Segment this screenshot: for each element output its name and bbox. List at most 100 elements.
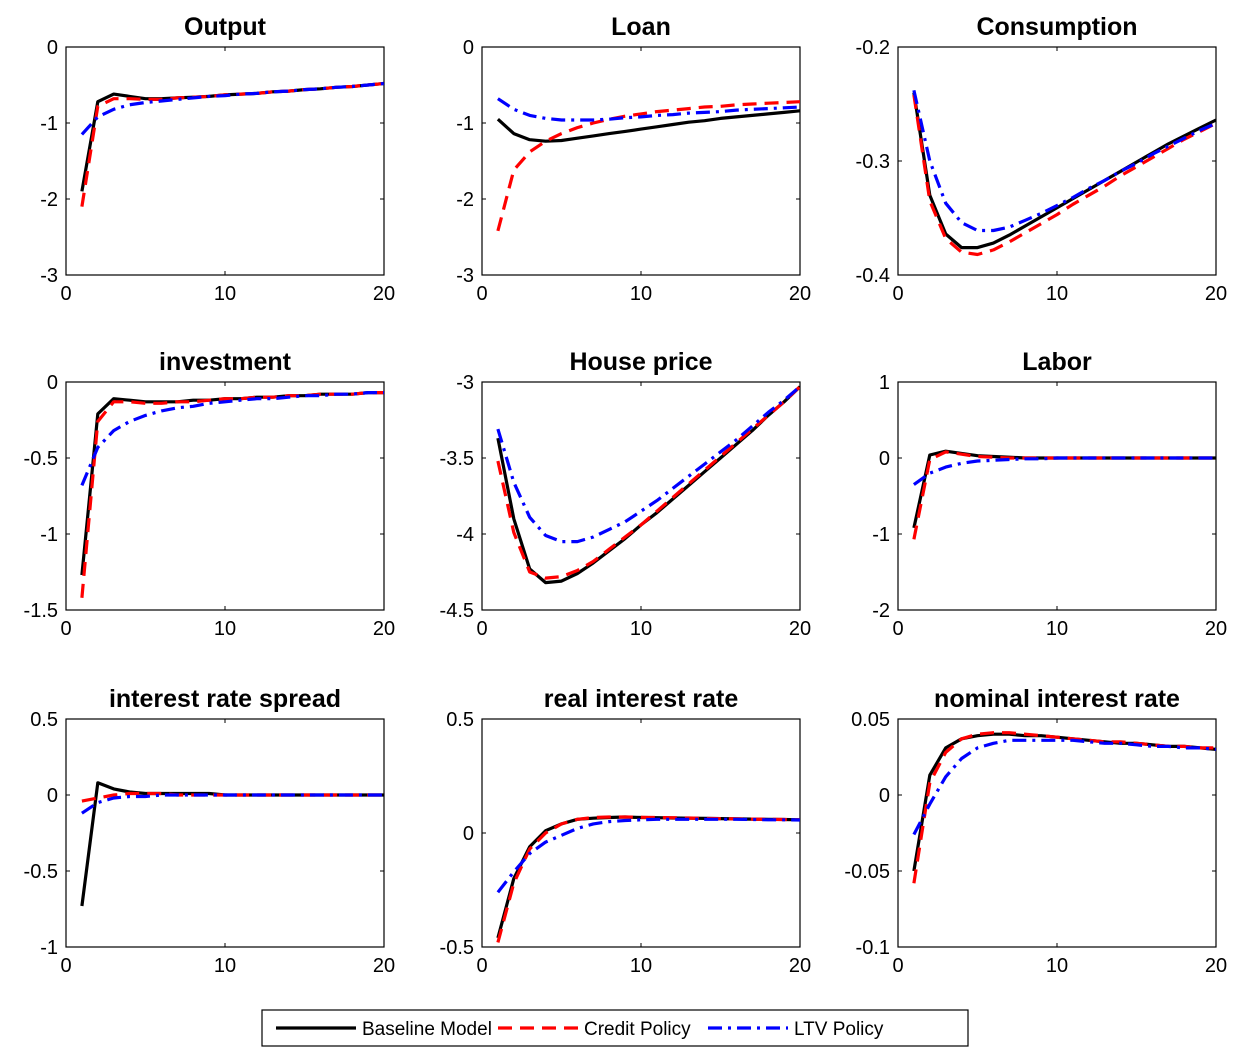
panel-loan: Loan 0 10 20 0 -1 -2 -3 (456, 13, 811, 305)
x-tick-label: 20 (1205, 283, 1227, 305)
y-tick-label: -4.5 (440, 600, 474, 622)
x-tick-label: 0 (892, 618, 903, 640)
series-line-ltv-policy (497, 97, 800, 122)
legend-label-baseline-model: Baseline Model (362, 1019, 492, 1040)
series-line-credit-policy (496, 815, 800, 943)
y-tick-label: -1.5 (24, 600, 58, 622)
y-tick-label: 0 (47, 37, 58, 59)
panel-output: Output 0 10 20 0 -1 -2 -3 (40, 13, 395, 305)
x-tick-label: 0 (892, 955, 903, 977)
x-tick-label: 20 (789, 955, 811, 977)
x-tick-label: 20 (373, 283, 395, 305)
panel-title: Consumption (976, 13, 1137, 41)
series-line-baseline-model (496, 109, 800, 143)
y-tick-label: -2 (456, 189, 474, 211)
panel-title: investment (159, 348, 292, 376)
y-tick-label: -0.4 (856, 265, 890, 287)
series-line-credit-policy (912, 450, 1216, 540)
series-line-credit-policy (912, 94, 1216, 257)
axes-box (897, 718, 1217, 948)
y-tick-label: -0.5 (24, 861, 58, 883)
panel-house-price: House price 0 10 20 -3 -3.5 -4 -4.5 (440, 348, 812, 640)
y-tick-label: -0.2 (856, 37, 890, 59)
series-line-ltv-policy (912, 456, 1216, 486)
panel-title: interest rate spread (109, 685, 341, 713)
y-tick-label: -4 (456, 524, 474, 546)
y-tick-label: -3 (40, 265, 58, 287)
y-tick-label: -3 (456, 372, 474, 394)
x-tick-label: 10 (1046, 955, 1068, 977)
axes-box (897, 381, 1217, 611)
y-tick-label: -3 (456, 265, 474, 287)
y-tick-label: 1 (879, 372, 890, 394)
y-tick-label: 0 (463, 37, 474, 59)
y-tick-label: -1 (872, 524, 890, 546)
x-tick-label: 0 (476, 283, 487, 305)
y-tick-label: -2 (872, 600, 890, 622)
series-line-credit-policy (80, 391, 384, 598)
series-line-ltv-policy (80, 81, 384, 136)
series-line-ltv-policy (912, 89, 1216, 233)
legend-label-credit-policy: Credit Policy (584, 1019, 691, 1040)
x-tick-label: 20 (373, 618, 395, 640)
axes-box (65, 46, 385, 276)
x-tick-label: 0 (892, 283, 903, 305)
y-tick-label: -1 (40, 937, 58, 959)
axes-box (897, 46, 1217, 276)
series-line-ltv-policy (912, 738, 1216, 836)
axes-box (481, 381, 801, 611)
panel-investment: investment 0 10 20 0 -0.5 -1 -1.5 (24, 348, 396, 640)
panel-title: Output (184, 13, 267, 41)
x-tick-label: 20 (789, 618, 811, 640)
x-tick-label: 10 (214, 955, 236, 977)
x-tick-label: 0 (476, 618, 487, 640)
y-tick-label: 0 (463, 823, 474, 845)
legend-box (261, 1009, 969, 1047)
y-tick-label: -2 (40, 189, 58, 211)
axes-box (481, 46, 801, 276)
panel-title: nominal interest rate (934, 685, 1180, 713)
panel-title: Labor (1022, 348, 1092, 376)
y-tick-label: 0.5 (30, 709, 58, 731)
series-line-credit-policy (496, 100, 800, 232)
axes-box (65, 718, 385, 948)
x-tick-label: 0 (60, 283, 71, 305)
series-line-ltv-policy (496, 817, 800, 894)
y-tick-label: -0.5 (440, 937, 474, 959)
x-tick-label: 10 (630, 955, 652, 977)
x-tick-label: 0 (60, 618, 71, 640)
legend: Baseline Model Credit Policy LTV Policy (261, 1009, 969, 1047)
x-tick-label: 10 (214, 283, 236, 305)
y-tick-label: -0.05 (844, 861, 890, 883)
x-tick-label: 0 (60, 955, 71, 977)
panel-title: House price (569, 348, 712, 376)
x-tick-label: 10 (214, 618, 236, 640)
x-tick-label: 20 (373, 955, 395, 977)
y-tick-label: -0.1 (856, 937, 890, 959)
panel-title: real interest rate (544, 685, 739, 713)
y-tick-label: -0.3 (856, 151, 890, 173)
x-tick-label: 20 (1205, 618, 1227, 640)
panel-consumption: Consumption 0 10 20 -0.2 -0.3 -0.4 (856, 13, 1228, 305)
y-tick-label: -0.5 (24, 448, 58, 470)
panel-title: Loan (611, 13, 671, 41)
x-tick-label: 20 (789, 283, 811, 305)
y-tick-label: 0 (879, 785, 890, 807)
y-tick-label: 0.5 (446, 709, 474, 731)
y-tick-label: 0 (879, 448, 890, 470)
panel-interest-rate-spread: interest rate spread 0 10 20 0.5 0 -0.5 -1 (24, 685, 396, 977)
y-tick-label: 0 (47, 372, 58, 394)
series-line-ltv-policy (81, 793, 384, 815)
series-line-credit-policy (496, 385, 800, 580)
legend-label-ltv-policy: LTV Policy (794, 1019, 884, 1040)
x-tick-label: 0 (476, 955, 487, 977)
x-tick-label: 10 (630, 618, 652, 640)
y-tick-label: -3.5 (440, 448, 474, 470)
x-tick-label: 10 (1046, 618, 1068, 640)
x-tick-label: 10 (630, 283, 652, 305)
y-tick-label: 0 (47, 785, 58, 807)
axes-box (65, 381, 385, 611)
